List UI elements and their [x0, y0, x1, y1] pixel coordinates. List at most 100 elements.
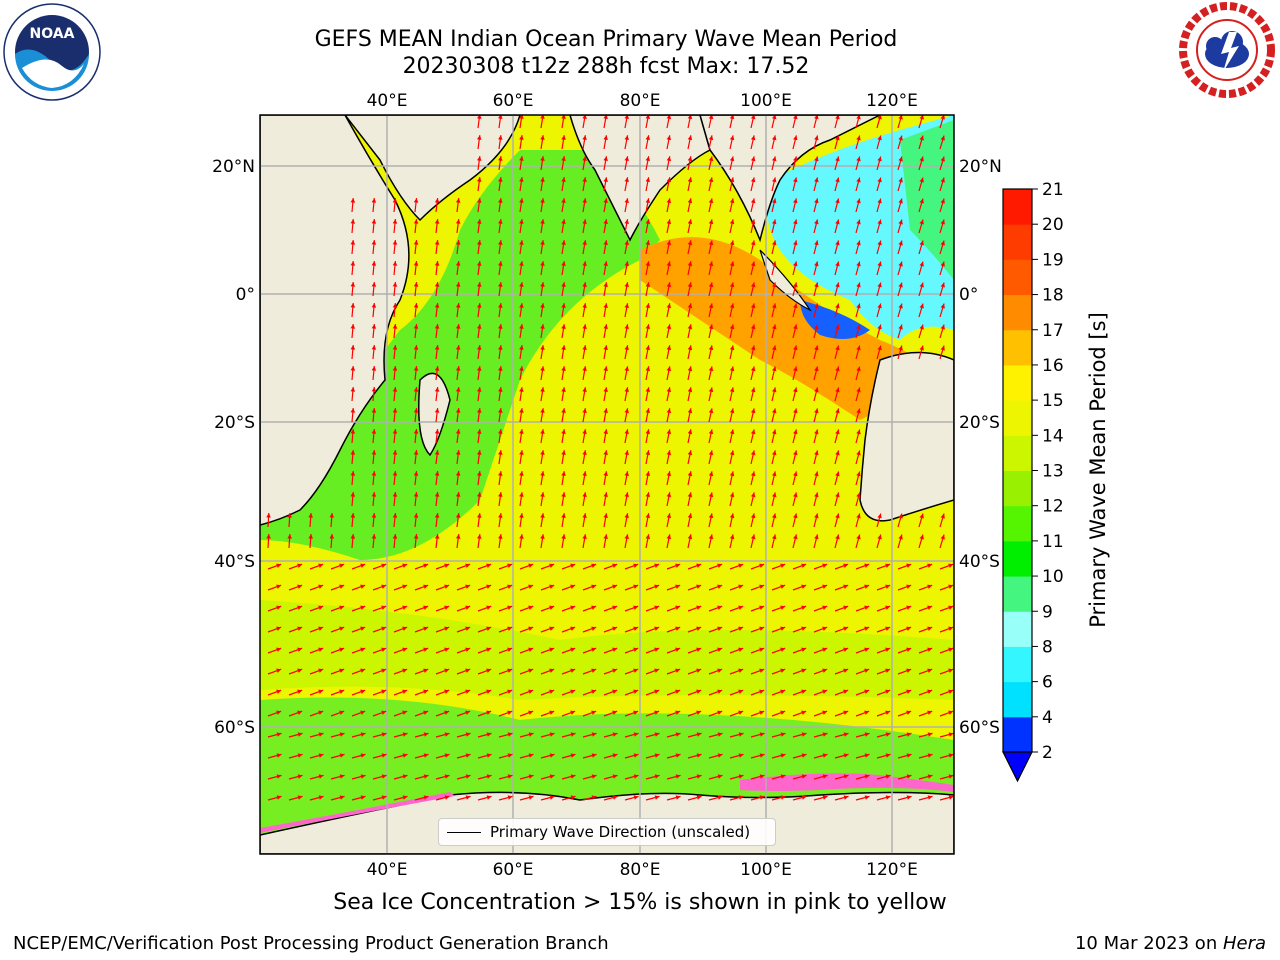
wave-arrow-head — [498, 198, 503, 203]
colorbar-tick-label: 4 — [1042, 708, 1053, 728]
wave-arrow-head — [822, 668, 828, 673]
wave-arrow-head — [455, 534, 461, 539]
wave-arrow-head — [814, 115, 819, 120]
wave-arrow-head — [675, 710, 681, 715]
wave-arrow-head — [318, 605, 324, 610]
lon-label-bottom: 100°E — [740, 860, 792, 880]
wave-arrow-head — [528, 563, 534, 568]
wave-arrow-head — [864, 668, 870, 673]
wave-arrow-head — [708, 282, 714, 288]
wave-arrow-head — [549, 563, 555, 568]
wave-arrow-head — [507, 563, 513, 568]
wave-arrow-head — [540, 345, 545, 350]
wave-arrow-head — [339, 563, 345, 568]
wave-arrow-head — [708, 492, 714, 498]
wave-arrow-head — [582, 261, 587, 266]
wave-arrow-head — [687, 156, 693, 162]
wave-arrow-head — [750, 450, 756, 456]
colorbar-tick-label: 2 — [1042, 743, 1053, 763]
colorbar-cell — [1003, 505, 1032, 542]
wave-arrow-head — [780, 710, 786, 715]
wave-arrow-head — [675, 774, 681, 779]
wave-arrow-head — [927, 647, 933, 652]
wave-arrow-head — [434, 324, 440, 329]
wave-arrow-head — [708, 387, 714, 393]
wave-arrow-head — [434, 387, 440, 392]
wave-arrow-head — [549, 710, 555, 715]
wave-arrow-head — [843, 647, 849, 652]
wave-arrow-head — [423, 605, 429, 610]
wave-arrow-head — [486, 563, 492, 568]
wave-arrow-head — [645, 408, 651, 414]
wave-arrow-head — [801, 795, 807, 800]
wave-arrow-head — [835, 324, 840, 330]
wave-arrow-head — [423, 710, 429, 715]
wave-arrow-head — [696, 668, 702, 673]
wave-arrow-head — [549, 605, 555, 610]
wave-arrow-head — [570, 668, 576, 673]
wave-arrow-head — [423, 795, 429, 800]
wave-arrow-head — [856, 429, 861, 435]
wave-arrow-head — [927, 753, 933, 758]
wave-arrow-head — [885, 668, 891, 673]
wave-arrow-head — [927, 689, 933, 694]
wave-arrow-head — [708, 429, 714, 435]
wave-arrow-head — [350, 408, 356, 413]
wave-arrow-head — [675, 795, 681, 800]
wave-arrow-head — [360, 710, 366, 715]
wave-arrow-head — [477, 345, 482, 350]
wave-arrow-head — [582, 115, 587, 119]
wave-arrow-head — [696, 689, 702, 694]
wave-arrow-head — [297, 605, 303, 610]
wave-arrow-head — [780, 774, 786, 779]
wave-arrow-head — [308, 513, 313, 518]
sea-ice-footnote: Sea Ice Concentration > 15% is shown in … — [333, 890, 947, 915]
wave-arrow-head — [612, 647, 618, 652]
wave-arrow-head — [927, 795, 933, 800]
wave-arrow-head — [948, 668, 954, 673]
wave-arrow-head — [864, 710, 870, 715]
wave-arrow-head — [822, 626, 828, 631]
wave-arrow-head — [856, 198, 861, 204]
wave-arrow-head — [486, 668, 492, 673]
arabian-peninsula — [344, 115, 521, 222]
wave-arrow-head — [486, 795, 492, 800]
wave-arrow-head — [318, 647, 324, 652]
wave-arrow-head — [759, 668, 765, 673]
wave-arrow-head — [591, 795, 597, 800]
wave-arrow-head — [350, 261, 356, 266]
wave-arrow-head — [540, 240, 545, 245]
wave-arrow-head — [549, 668, 555, 673]
wave-arrow-head — [591, 753, 597, 758]
wave-arrow-head — [633, 605, 639, 610]
wave-arrow-head — [519, 240, 524, 245]
wave-arrow-head — [814, 408, 819, 414]
wave-arrow-head — [885, 753, 891, 758]
wave-arrow-head — [675, 605, 681, 610]
wave-arrow-head — [864, 626, 870, 631]
wave-arrow-head — [759, 647, 765, 652]
wave-arrow-head — [413, 429, 419, 434]
wave-arrow-head — [835, 282, 840, 288]
wave-arrow-head — [624, 135, 629, 141]
wave-arrow-head — [666, 198, 672, 204]
wave-arrow-head — [434, 219, 440, 224]
wave-arrow-head — [885, 774, 891, 779]
wave-arrow-head — [898, 534, 903, 540]
wave-arrow-head — [498, 534, 503, 539]
wave-arrow-head — [906, 584, 912, 589]
wave-arrow-head — [603, 513, 608, 518]
wave-arrow-head — [561, 303, 566, 308]
wave-arrow-head — [413, 198, 419, 203]
wave-arrow-head — [371, 219, 377, 224]
wave-arrow-head — [696, 732, 702, 737]
wave-arrow-head — [570, 732, 576, 737]
wave-arrow-head — [582, 156, 587, 161]
wave-arrow-head — [822, 710, 828, 715]
wave-arrow-head — [898, 324, 903, 330]
wave-arrow-head — [381, 647, 387, 652]
wave-arrow-head — [772, 115, 777, 120]
wave-arrow-head — [645, 471, 651, 477]
wave-arrow-head — [570, 563, 576, 568]
wave-arrow-head — [780, 605, 786, 610]
